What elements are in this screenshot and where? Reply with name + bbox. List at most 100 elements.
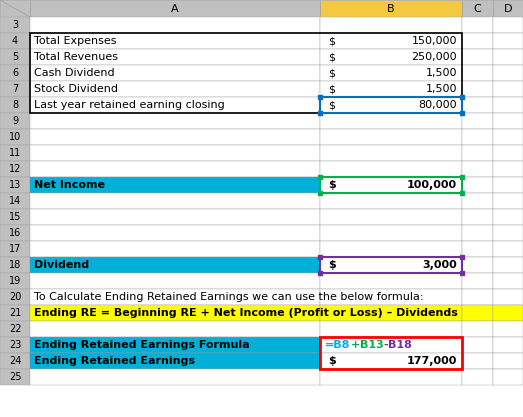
Bar [320,177,462,193]
Bar [493,49,523,65]
Text: 80,000: 80,000 [418,100,457,110]
Bar [493,161,523,177]
Bar [30,17,320,33]
Bar [320,321,462,337]
Text: Net Income: Net Income [34,180,105,190]
Text: B: B [387,3,395,13]
Bar [462,321,493,337]
Bar [30,113,320,129]
Bar [0,129,30,145]
Text: Stock Dividend: Stock Dividend [34,84,118,94]
Bar [0,353,30,369]
Text: $: $ [328,52,335,62]
Bar [320,305,462,321]
Bar [0,273,30,289]
Bar [320,257,462,273]
Bar [462,0,493,17]
Bar [320,225,462,241]
Bar [0,49,30,65]
Bar [30,145,320,161]
Text: Dividend: Dividend [34,260,89,270]
Text: $: $ [328,260,336,270]
Text: 15: 15 [9,212,21,222]
Text: 177,000: 177,000 [406,356,457,366]
Text: 7: 7 [12,84,18,94]
Bar [462,97,493,113]
Text: 22: 22 [9,324,21,334]
Bar [320,177,462,193]
Bar [493,177,523,193]
Bar [462,369,493,385]
Bar [493,257,523,273]
Text: C: C [474,3,481,13]
Bar [462,113,493,129]
Bar [30,81,320,97]
Bar [320,97,462,113]
Bar [462,81,493,97]
Bar [493,33,523,49]
Bar [30,209,320,225]
Bar [0,33,30,49]
Bar [0,145,30,161]
Bar [0,257,30,273]
Bar [30,129,320,145]
Bar [0,337,30,353]
Text: 11: 11 [9,148,21,158]
Text: Last year retained earning closing: Last year retained earning closing [34,100,225,110]
Bar [0,209,30,225]
Bar [493,81,523,97]
Bar [493,145,523,161]
Bar [320,353,462,369]
Bar [30,49,320,65]
Text: 150,000: 150,000 [412,36,457,46]
Bar [0,369,30,385]
Bar [493,241,523,257]
Bar [30,161,320,177]
Bar [30,305,320,321]
Text: -: - [383,340,388,350]
Bar [462,225,493,241]
Bar [320,97,462,113]
Bar [0,113,30,129]
Bar [0,321,30,337]
Text: 23: 23 [9,340,21,350]
Bar [462,65,493,81]
Bar [320,337,462,369]
Bar [30,0,320,17]
Bar [320,65,462,81]
Bar [493,17,523,33]
Text: 13: 13 [9,180,21,190]
Bar [0,177,30,193]
Bar [30,369,320,385]
Bar [320,113,462,129]
Text: 100,000: 100,000 [407,180,457,190]
Bar [320,81,462,97]
Bar [462,289,493,305]
Text: 21: 21 [9,308,21,318]
Bar [0,225,30,241]
Text: B13: B13 [360,340,383,350]
Text: 4: 4 [12,36,18,46]
Bar [320,337,462,353]
Bar [462,273,493,289]
Text: 250,000: 250,000 [412,52,457,62]
Bar [30,177,320,193]
Bar [493,0,523,17]
Bar [462,161,493,177]
Text: Total Revenues: Total Revenues [34,52,118,62]
Bar [30,321,320,337]
Bar [493,65,523,81]
Bar [30,225,320,241]
Text: To Calculate Ending Retained Earnings we can use the below formula:: To Calculate Ending Retained Earnings we… [34,292,424,302]
Bar [0,97,30,113]
Bar [462,241,493,257]
Text: $: $ [328,100,335,110]
Bar [320,49,462,65]
Bar [320,129,462,145]
Bar [493,97,523,113]
Text: 6: 6 [12,68,18,78]
Bar [30,353,320,369]
Bar [462,17,493,33]
Text: Cash Dividend: Cash Dividend [34,68,115,78]
Text: 3,000: 3,000 [422,260,457,270]
